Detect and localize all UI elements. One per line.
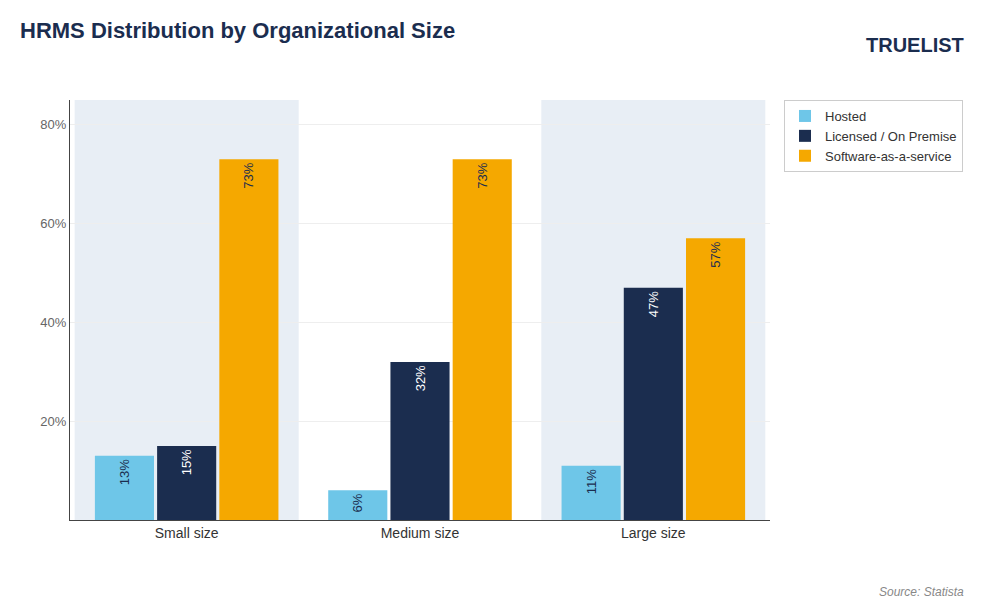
svg-text:6%: 6% <box>350 493 365 512</box>
svg-text:13%: 13% <box>117 459 132 485</box>
svg-text:TRUELIST: TRUELIST <box>866 34 964 56</box>
svg-text:Medium size: Medium size <box>381 525 460 541</box>
svg-text:32%: 32% <box>413 365 428 391</box>
svg-text:Large size: Large size <box>621 525 686 541</box>
svg-text:HRMS Distribution by Organizat: HRMS Distribution by Organizational Size <box>20 18 455 43</box>
svg-text:73%: 73% <box>241 162 256 188</box>
svg-text:60%: 60% <box>40 216 66 231</box>
svg-text:80%: 80% <box>40 117 66 132</box>
svg-text:Small size: Small size <box>155 525 219 541</box>
svg-text:47%: 47% <box>646 291 661 317</box>
svg-text:11%: 11% <box>584 469 599 494</box>
svg-text:15%: 15% <box>179 449 194 475</box>
svg-text:73%: 73% <box>475 162 490 188</box>
svg-text:40%: 40% <box>40 315 66 330</box>
svg-text:Source: Statista: Source: Statista <box>879 585 964 599</box>
svg-text:Software-as-a-service: Software-as-a-service <box>825 149 951 164</box>
svg-text:Hosted: Hosted <box>825 109 866 124</box>
svg-text:20%: 20% <box>40 414 66 429</box>
svg-text:57%: 57% <box>708 241 723 267</box>
svg-text:Licensed / On Premise: Licensed / On Premise <box>825 129 957 144</box>
